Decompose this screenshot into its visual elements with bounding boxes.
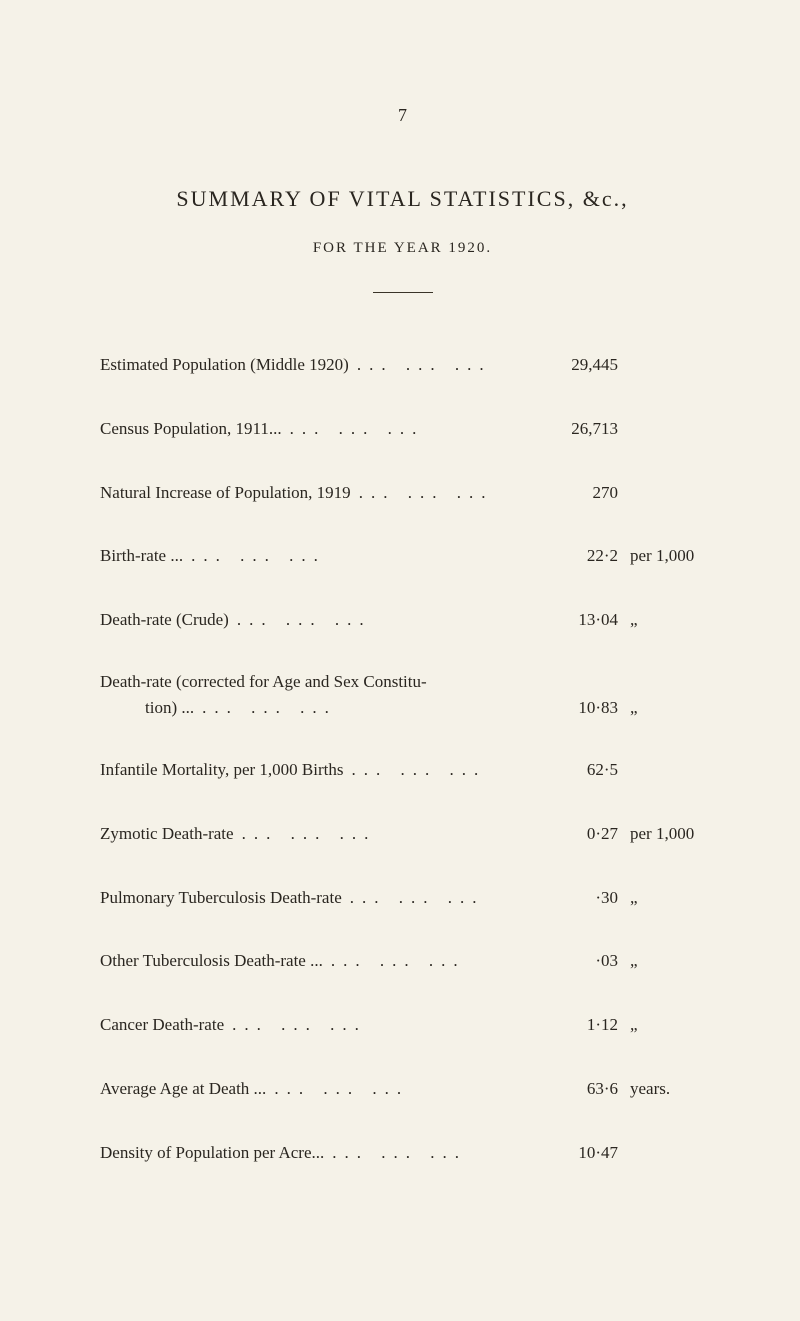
stat-row: Pulmonary Tuberculosis Death-rate... ...… <box>100 886 705 910</box>
stat-label: Pulmonary Tuberculosis Death-rate <box>100 886 342 910</box>
stat-label: Natural Increase of Population, 1919 <box>100 481 351 505</box>
stat-label-line1: Death-rate (corrected for Age and Sex Co… <box>100 672 705 692</box>
stat-unit: „ <box>630 698 705 718</box>
stat-label: Death-rate (Crude) <box>100 608 229 632</box>
stat-value: 63·6 <box>558 1077 618 1101</box>
stat-unit: „ <box>630 1013 705 1037</box>
page-number: 7 <box>100 105 705 126</box>
stat-unit: per 1,000 <box>630 544 705 568</box>
stat-row: Cancer Death-rate... ... ...1·12 „ <box>100 1013 705 1037</box>
leader-dots: ... ... ... <box>343 758 558 782</box>
document-subtitle: FOR THE YEAR 1920. <box>100 240 705 257</box>
stat-row: Density of Population per Acre...... ...… <box>100 1141 705 1165</box>
stat-value: ·30 <box>558 886 618 910</box>
document-page: 7 SUMMARY OF VITAL STATISTICS, &c., FOR … <box>0 0 800 1265</box>
stat-unit: years. <box>630 1077 705 1101</box>
leader-dots: ... ... ... <box>183 544 558 568</box>
stat-row: Other Tuberculosis Death-rate ...... ...… <box>100 949 705 973</box>
leader-dots: ... ... ... <box>324 1141 558 1165</box>
stat-row: Infantile Mortality, per 1,000 Births...… <box>100 758 705 782</box>
stat-label: Zymotic Death-rate <box>100 822 234 846</box>
stat-value: 29,445 <box>558 353 618 377</box>
leader-dots: ... ... ... <box>234 822 558 846</box>
stat-row: Death-rate (corrected for Age and Sex Co… <box>100 672 705 718</box>
stat-label: Cancer Death-rate <box>100 1013 224 1037</box>
stat-value: 10·83 <box>558 698 618 718</box>
stat-unit <box>630 758 705 782</box>
statistics-list: Estimated Population (Middle 1920)... ..… <box>100 353 705 1165</box>
leader-dots: ... ... ... <box>194 698 558 718</box>
stat-value: 62·5 <box>558 758 618 782</box>
stat-label: Birth-rate ... <box>100 544 183 568</box>
stat-unit: „ <box>630 949 705 973</box>
document-title: SUMMARY OF VITAL STATISTICS, &c., <box>100 186 705 212</box>
stat-row: Estimated Population (Middle 1920)... ..… <box>100 353 705 377</box>
stat-row: Death-rate (Crude)... ... ...13·04 „ <box>100 608 705 632</box>
stat-label: Census Population, 1911... <box>100 417 282 441</box>
stat-unit: „ <box>630 886 705 910</box>
stat-value: 0·27 <box>558 822 618 846</box>
leader-dots: ... ... ... <box>266 1077 558 1101</box>
leader-dots: ... ... ... <box>323 949 558 973</box>
leader-dots: ... ... ... <box>349 353 558 377</box>
section-divider <box>373 292 433 293</box>
stat-value: ·03 <box>558 949 618 973</box>
stat-row-line2: tion) ...... ... ...10·83 „ <box>100 698 705 718</box>
stat-unit: „ <box>630 608 705 632</box>
stat-value: 13·04 <box>558 608 618 632</box>
leader-dots: ... ... ... <box>224 1013 558 1037</box>
stat-unit: per 1,000 <box>630 822 705 846</box>
stat-unit <box>630 417 705 441</box>
stat-row: Average Age at Death ...... ... ...63·6 y… <box>100 1077 705 1101</box>
stat-row: Zymotic Death-rate... ... ...0·27 per 1,0… <box>100 822 705 846</box>
leader-dots: ... ... ... <box>351 481 558 505</box>
stat-unit <box>630 353 705 377</box>
leader-dots: ... ... ... <box>342 886 558 910</box>
stat-value: 1·12 <box>558 1013 618 1037</box>
stat-value: 26,713 <box>558 417 618 441</box>
stat-row: Census Population, 1911...... ... ...26,… <box>100 417 705 441</box>
stat-row: Birth-rate ...... ... ...22·2 per 1,000 <box>100 544 705 568</box>
stat-label: Average Age at Death ... <box>100 1077 266 1101</box>
stat-unit <box>630 1141 705 1165</box>
stat-label: Infantile Mortality, per 1,000 Births <box>100 758 343 782</box>
stat-label-line2: tion) ... <box>100 698 194 718</box>
stat-value: 10·47 <box>558 1141 618 1165</box>
stat-value: 270 <box>558 481 618 505</box>
stat-row: Natural Increase of Population, 1919... … <box>100 481 705 505</box>
stat-unit <box>630 481 705 505</box>
leader-dots: ... ... ... <box>282 417 558 441</box>
stat-value: 22·2 <box>558 544 618 568</box>
stat-label: Density of Population per Acre... <box>100 1141 324 1165</box>
stat-label: Other Tuberculosis Death-rate ... <box>100 949 323 973</box>
leader-dots: ... ... ... <box>229 608 558 632</box>
stat-label: Estimated Population (Middle 1920) <box>100 353 349 377</box>
